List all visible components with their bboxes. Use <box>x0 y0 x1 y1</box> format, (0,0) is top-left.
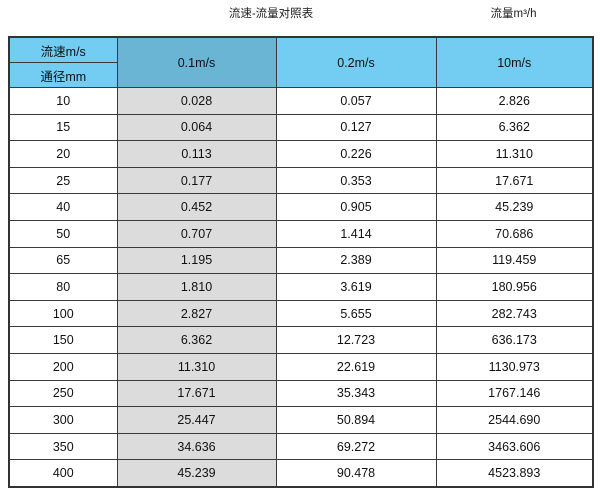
table-row: 250 17.671 35.343 1767.146 <box>8 379 594 408</box>
cell-flow-0-2ms: 50.894 <box>275 406 437 434</box>
flow-unit-label: 流量m³/h <box>490 8 537 20</box>
cell-flow-0-1ms: 0.452 <box>116 193 277 221</box>
cell-flow-0-1ms: 0.113 <box>116 140 277 168</box>
header-velocity-0-1: 0.1m/s <box>116 36 277 88</box>
table-row: 80 1.810 3.619 180.956 <box>8 273 594 301</box>
table-row: 20 0.113 0.226 11.310 <box>8 140 594 168</box>
cell-flow-10ms: 17.671 <box>435 166 594 195</box>
table-row: 50 0.707 1.414 70.686 <box>8 219 594 248</box>
cell-flow-0-2ms: 22.619 <box>275 352 437 381</box>
cell-flow-10ms: 1130.973 <box>435 352 594 381</box>
cell-flow-10ms: 4523.893 <box>435 459 594 488</box>
table-row: 100 2.827 5.655 282.743 <box>8 299 594 328</box>
cell-flow-0-2ms: 0.353 <box>275 166 437 195</box>
cell-diameter: 20 <box>8 140 118 168</box>
cell-flow-0-2ms: 69.272 <box>275 432 437 461</box>
cell-diameter: 100 <box>8 299 118 328</box>
cell-flow-10ms: 11.310 <box>435 140 594 168</box>
flow-velocity-table: 流速m/s 0.1m/s 0.2m/s 10m/s 通径mm 10 0.028 0.… <box>8 36 594 488</box>
cell-diameter: 350 <box>8 432 118 461</box>
table-row: 65 1.195 2.389 119.459 <box>8 246 594 275</box>
cell-flow-0-2ms: 5.655 <box>275 299 437 328</box>
cell-diameter: 25 <box>8 166 118 195</box>
cell-flow-0-1ms: 1.195 <box>116 246 277 275</box>
cell-flow-0-2ms: 1.414 <box>275 219 437 248</box>
cell-flow-0-1ms: 6.362 <box>116 326 277 354</box>
table-row: 10 0.028 0.057 2.826 <box>8 87 594 115</box>
cell-flow-10ms: 2.826 <box>435 87 594 115</box>
table-row: 150 6.362 12.723 636.173 <box>8 326 594 354</box>
table-row: 300 25.447 50.894 2544.690 <box>8 406 594 434</box>
header-velocity-label: 流速m/s <box>8 36 118 63</box>
cell-flow-10ms: 2544.690 <box>435 406 594 434</box>
table-title: 流速-流量对照表 <box>228 8 314 20</box>
cell-diameter: 65 <box>8 246 118 275</box>
cell-flow-10ms: 1767.146 <box>435 379 594 408</box>
cell-diameter: 15 <box>8 113 118 142</box>
cell-flow-10ms: 282.743 <box>435 299 594 328</box>
cell-flow-0-2ms: 0.905 <box>275 193 437 221</box>
cell-flow-0-1ms: 1.810 <box>116 273 277 301</box>
caption-row: 流速-流量对照表 流量m³/h <box>0 0 600 36</box>
cell-flow-0-2ms: 12.723 <box>275 326 437 354</box>
table-row: 350 34.636 69.272 3463.606 <box>8 432 594 461</box>
cell-diameter: 50 <box>8 219 118 248</box>
cell-flow-0-1ms: 25.447 <box>116 406 277 434</box>
cell-flow-10ms: 3463.606 <box>435 432 594 461</box>
table-row: 40 0.452 0.905 45.239 <box>8 193 594 221</box>
cell-flow-0-2ms: 3.619 <box>275 273 437 301</box>
table-row: 400 45.239 90.478 4523.893 <box>8 459 594 488</box>
table-body: 流速m/s 0.1m/s 0.2m/s 10m/s 通径mm 10 0.028 0.… <box>8 36 594 488</box>
cell-flow-10ms: 6.362 <box>435 113 594 142</box>
cell-flow-0-1ms: 0.064 <box>116 113 277 142</box>
table-row: 200 11.310 22.619 1130.973 <box>8 352 594 381</box>
cell-diameter: 40 <box>8 193 118 221</box>
cell-flow-0-2ms: 90.478 <box>275 459 437 488</box>
cell-diameter: 250 <box>8 379 118 408</box>
cell-flow-0-1ms: 2.827 <box>116 299 277 328</box>
header-velocity-0-2: 0.2m/s <box>275 36 437 88</box>
header-diameter-label: 通径mm <box>8 62 118 88</box>
cell-flow-10ms: 180.956 <box>435 273 594 301</box>
cell-flow-0-1ms: 0.707 <box>116 219 277 248</box>
cell-flow-0-2ms: 0.127 <box>275 113 437 142</box>
cell-diameter: 10 <box>8 87 118 115</box>
cell-diameter: 80 <box>8 273 118 301</box>
header-velocity-10: 10m/s <box>435 36 594 88</box>
flow-velocity-table-wrap: 流速m/s 0.1m/s 0.2m/s 10m/s 通径mm 10 0.028 0.… <box>8 36 594 488</box>
cell-flow-10ms: 119.459 <box>435 246 594 275</box>
cell-flow-0-2ms: 0.226 <box>275 140 437 168</box>
cell-flow-0-2ms: 0.057 <box>275 87 437 115</box>
cell-diameter: 200 <box>8 352 118 381</box>
cell-flow-0-1ms: 0.028 <box>116 87 277 115</box>
cell-flow-10ms: 70.686 <box>435 219 594 248</box>
cell-flow-10ms: 636.173 <box>435 326 594 354</box>
cell-diameter: 300 <box>8 406 118 434</box>
cell-flow-0-1ms: 0.177 <box>116 166 277 195</box>
cell-flow-0-2ms: 2.389 <box>275 246 437 275</box>
cell-flow-0-1ms: 34.636 <box>116 432 277 461</box>
cell-flow-0-1ms: 11.310 <box>116 352 277 381</box>
header-row-top: 流速m/s 0.1m/s 0.2m/s 10m/s <box>8 36 594 88</box>
cell-flow-0-1ms: 17.671 <box>116 379 277 408</box>
cell-flow-10ms: 45.239 <box>435 193 594 221</box>
cell-diameter: 150 <box>8 326 118 354</box>
table-row: 25 0.177 0.353 17.671 <box>8 166 594 195</box>
table-row: 15 0.064 0.127 6.362 <box>8 113 594 142</box>
cell-flow-0-2ms: 35.343 <box>275 379 437 408</box>
header-row-bottom: 通径mm <box>8 62 593 88</box>
cell-flow-0-1ms: 45.239 <box>116 459 277 488</box>
cell-diameter: 400 <box>8 459 118 488</box>
